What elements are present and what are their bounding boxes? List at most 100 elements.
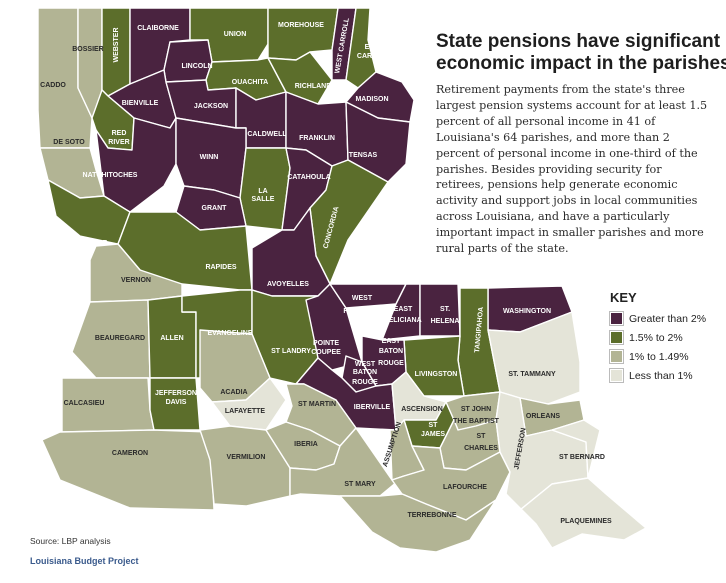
parish-label: ORLEANS: [526, 413, 561, 420]
parish-label: ST LANDRY: [271, 348, 311, 355]
parish-label: CAMERON: [112, 450, 148, 457]
parish-label: LA: [258, 188, 267, 195]
parish-label: JEFFERSON: [155, 390, 197, 397]
parish-label: ST: [429, 422, 439, 429]
parish-label: POINTE: [313, 340, 339, 347]
parish-label: LINCOLN: [181, 63, 212, 70]
parish-label: BATON: [379, 348, 403, 355]
parish-label: JAMES: [421, 431, 445, 438]
parish-label: ST BERNARD: [559, 454, 605, 461]
parish-label: WASHINGTON: [503, 308, 551, 315]
parish-label: OUACHITA: [232, 79, 268, 86]
parish-label: ACADIA: [220, 389, 247, 396]
parish-label: VERNON: [121, 277, 151, 284]
parish-label: LAFOURCHE: [443, 484, 487, 491]
headline-line-2: economic impact in the parishes: [436, 53, 726, 74]
parish-label: CLAIBORNE: [137, 25, 179, 32]
parish-label: RAPIDES: [205, 264, 236, 271]
legend-swatch: [609, 311, 624, 326]
parish-label: GRANT: [202, 205, 228, 212]
parish-label: HELENA: [431, 318, 460, 325]
parish-label: LAFAYETTE: [225, 408, 266, 415]
parish-label: CARROLL: [357, 53, 392, 60]
parish-label: ROUGE: [378, 360, 404, 367]
parish-label: NATCHITOCHES: [83, 172, 138, 179]
legend-item: 1.5% to 2%: [609, 328, 706, 347]
headline-line-1: State pensions have significant: [436, 31, 721, 52]
parish-jefferson-davis: [149, 377, 201, 431]
description-line: parishes. Besides providing security for: [436, 162, 662, 176]
legend-item: Less than 1%: [609, 366, 706, 385]
parish-label: EAST: [394, 306, 413, 313]
description-line: Retirement payments from the state's thr…: [436, 83, 685, 96]
parish-label: IBERIA: [294, 441, 318, 448]
parish-label: CALDWELL: [247, 131, 287, 138]
description-line: retirees, pensions help generate economi…: [436, 178, 678, 192]
parish-plaquemines: [505, 477, 647, 549]
parish-label: ST JOHN: [461, 406, 491, 413]
description-paragraph: Retirement payments from the state's thr…: [436, 82, 716, 257]
parish-label: ST. TAMMANY: [508, 371, 556, 378]
parish-label: THE BAPTIST: [453, 418, 500, 425]
parish-label: WEST: [355, 361, 376, 368]
parish-label: EAST: [382, 338, 401, 345]
legend-item: Greater than 2%: [609, 309, 707, 328]
legend-swatch: [609, 330, 624, 345]
parish-morehouse: [267, 7, 339, 61]
parish-label: ST: [477, 433, 487, 440]
legend-item: 1% to 1.49%: [609, 347, 706, 366]
description-line: largest pension systems account for at l…: [436, 98, 708, 112]
parish-label: WEBSTER: [113, 28, 120, 63]
parish-label: VERMILION: [227, 454, 266, 461]
parish-label: EAST: [365, 44, 384, 51]
description-line: important impact in smaller parishes and…: [436, 226, 704, 240]
parish-label: ALLEN: [160, 335, 183, 342]
legend-label: 1% to 1.49%: [629, 350, 689, 363]
parish-st-bernard: [551, 419, 601, 479]
parish-label: AVOYELLES: [267, 281, 309, 288]
legend-label: Greater than 2%: [629, 312, 707, 325]
parish-west-carroll: [331, 7, 357, 81]
organization-credit: Louisiana Budget Project: [30, 556, 139, 566]
parish-label: ROUGE: [352, 379, 378, 386]
description-line: rural parts of the state.: [436, 242, 569, 256]
parish-label: ST.: [440, 306, 450, 313]
legend-swatch: [609, 368, 624, 383]
parish-terrebonne: [339, 493, 497, 553]
description-line: percent of personal income in one-third …: [436, 146, 698, 160]
description-line: across Louisiana, and have a particularl…: [436, 210, 670, 224]
parish-label: CHARLES: [464, 445, 498, 452]
headline: State pensions have significant economic…: [436, 31, 726, 75]
parish-label: BOSSIER: [72, 46, 104, 53]
parish-cameron: [41, 429, 215, 511]
parish-label: WEST: [352, 295, 373, 302]
parish-label: JACKSON: [194, 103, 228, 110]
parish-label: SABINE: [81, 240, 108, 247]
parish-label: UNION: [224, 31, 247, 38]
parish-label: CADDO: [40, 82, 66, 89]
parish-label: CATAHOULA: [287, 174, 330, 181]
parish-label: CALCASIEU: [64, 400, 105, 407]
parish-label: WINN: [200, 154, 219, 161]
description-line: activity and support jobs in local commu…: [436, 194, 698, 208]
parish-label: BEAUREGARD: [95, 335, 145, 342]
parish-label: DAVIS: [166, 399, 187, 406]
parish-label: TENSAS: [349, 152, 378, 159]
parish-label: ST MARTIN: [298, 401, 336, 408]
parish-label: MADISON: [355, 96, 388, 103]
parish-label: EVANGELINE: [208, 330, 253, 337]
description-line: Louisiana's 64 parishes, and more than 2: [436, 130, 670, 144]
map-legend: KEY Greater than 2% 1.5% to 2% 1% to 1.4…: [609, 290, 707, 385]
parish-label: RIVER: [108, 139, 129, 146]
source-note: Source: LBP analysis: [30, 536, 111, 546]
legend-title: KEY: [610, 290, 637, 305]
parish-label: PLAQUEMINES: [560, 518, 612, 525]
legend-swatch: [609, 349, 624, 364]
parish-label: BIENVILLE: [122, 100, 159, 107]
parish-label: IBERVILLE: [354, 404, 391, 411]
parish-label: MOREHOUSE: [278, 22, 324, 29]
legend-label: 1.5% to 2%: [629, 331, 683, 344]
description-line: percent of all personal income in 41 of: [436, 114, 656, 128]
parish-label: ASCENSION: [401, 406, 443, 413]
parish-label: RED: [112, 130, 127, 137]
